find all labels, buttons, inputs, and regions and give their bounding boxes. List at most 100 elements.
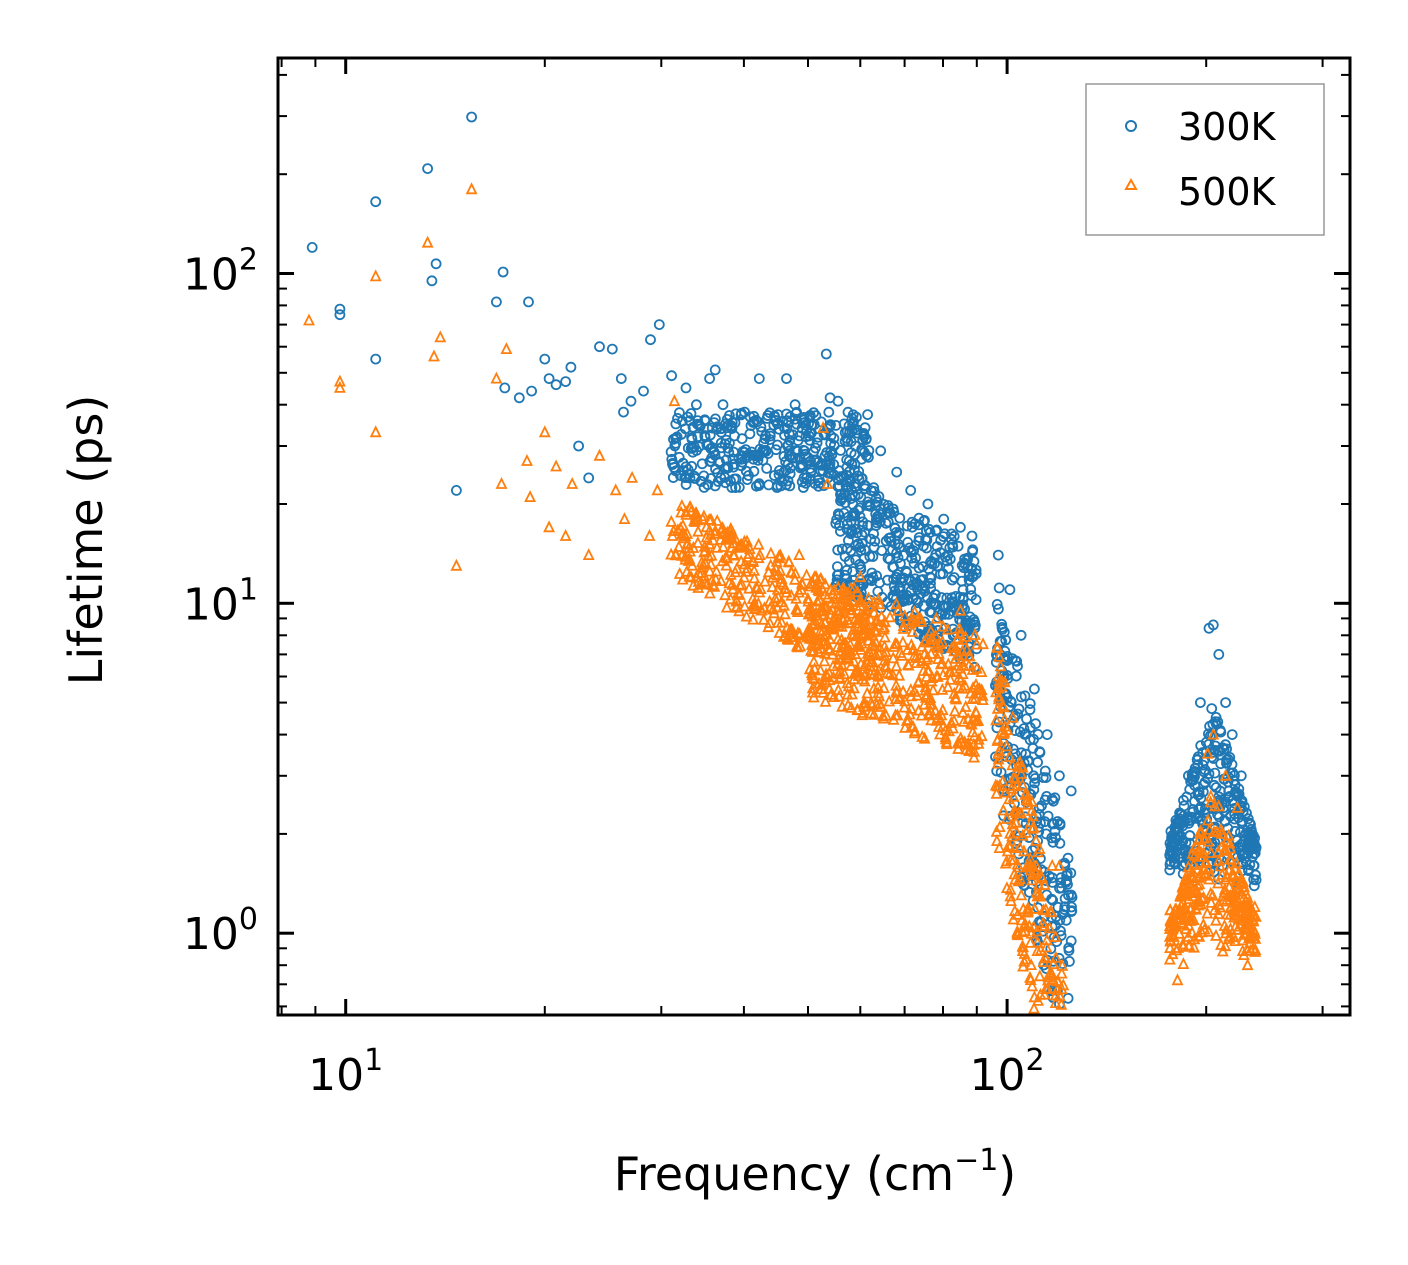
series-500K-point-267 bbox=[785, 565, 798, 577]
series-500K-point-718 bbox=[956, 705, 969, 718]
series-500K-point-1360 bbox=[854, 570, 867, 583]
series-500K-point-779 bbox=[909, 614, 922, 627]
series-500K-point-645 bbox=[908, 726, 921, 739]
series-300K-point-1139 bbox=[1178, 794, 1189, 806]
series-300K-point-205 bbox=[736, 433, 748, 445]
series-300K-point-345 bbox=[847, 418, 858, 430]
series-500K-point-963 bbox=[1013, 840, 1026, 853]
series-500K-point-1291 bbox=[1183, 938, 1196, 951]
series-500K-point-531 bbox=[823, 681, 836, 694]
series-500K-point-991 bbox=[1020, 825, 1033, 838]
series-500K-point-902 bbox=[1017, 844, 1030, 857]
series-300K-point-322 bbox=[803, 418, 814, 429]
series-300K-point-165 bbox=[798, 444, 809, 456]
series-500K-point-985 bbox=[1007, 912, 1020, 925]
series-500K-point-214 bbox=[715, 574, 727, 586]
series-500K-point-728 bbox=[874, 696, 886, 709]
series-300K-point-225 bbox=[693, 419, 705, 431]
series-500K-point-742 bbox=[867, 595, 880, 608]
series-500K-point-611 bbox=[897, 684, 910, 697]
series-300K-point-368 bbox=[772, 439, 783, 451]
series-300K-point-718 bbox=[845, 528, 857, 540]
series-300K-point-1439 bbox=[1029, 683, 1040, 695]
series-500K-point-1353 bbox=[771, 582, 784, 595]
series-500K-point-335 bbox=[735, 577, 748, 590]
series-500K-point-1260 bbox=[1247, 912, 1260, 925]
series-500K-point-202 bbox=[793, 627, 806, 640]
series-500K-point-1289 bbox=[1215, 822, 1227, 835]
series-500K-point-321 bbox=[672, 539, 685, 552]
series-500K-point-481 bbox=[814, 571, 827, 584]
series-300K-point-868 bbox=[1064, 956, 1075, 967]
tick-labels: 101 102 100 101 102 bbox=[183, 243, 1045, 1102]
series-300K-point-790 bbox=[854, 511, 866, 522]
series-300K-point-673 bbox=[841, 564, 853, 576]
series-500K-point-1171 bbox=[1200, 854, 1212, 867]
series-500K-point-1255 bbox=[1239, 922, 1251, 935]
series-500K-point-1326 bbox=[428, 349, 440, 362]
series-300K-point-1128 bbox=[1195, 740, 1207, 751]
series-500K-point-37 bbox=[788, 572, 801, 585]
series-500K-point-1292 bbox=[1218, 842, 1231, 855]
series-500K-point-1385 bbox=[1241, 958, 1254, 971]
series-300K-point-965 bbox=[1056, 882, 1067, 894]
series-500K-point-1306 bbox=[1223, 852, 1236, 864]
series-500K-point-350 bbox=[675, 505, 688, 518]
series-500K-point-1311 bbox=[1189, 901, 1202, 914]
series-500K-point-1213 bbox=[1218, 885, 1231, 898]
series-500K-point-301 bbox=[688, 513, 701, 526]
series-300K-point-1421 bbox=[789, 399, 801, 411]
series-300K-point-1447 bbox=[1207, 619, 1219, 631]
series-300K-point-1350 bbox=[1229, 803, 1240, 814]
series-500K-point-678 bbox=[959, 629, 972, 642]
series-300K-point-1407 bbox=[625, 395, 637, 407]
series-500K-point-918 bbox=[1026, 867, 1039, 880]
series-300K-point-310 bbox=[860, 434, 872, 446]
series-500K-point-183 bbox=[724, 567, 737, 580]
series-300K-point-1371 bbox=[1243, 865, 1254, 877]
series-500K-point-224 bbox=[748, 571, 761, 584]
series-500K-point-113 bbox=[774, 575, 787, 588]
series-300K-point-1412 bbox=[680, 382, 692, 394]
series-500K-point-1079 bbox=[1202, 924, 1215, 937]
series-500K-point-349 bbox=[738, 557, 751, 570]
series-500K-point-755 bbox=[846, 687, 858, 700]
series-500K-point-630 bbox=[929, 628, 942, 641]
series-500K-point-421 bbox=[947, 639, 960, 652]
series-300K-point-754 bbox=[885, 532, 897, 543]
series-500K-point-674 bbox=[845, 581, 858, 594]
series-300K-point-214 bbox=[825, 445, 837, 457]
series-500K-point-41 bbox=[714, 532, 727, 545]
series-500K-point-777 bbox=[961, 737, 974, 750]
series-500K-point-211 bbox=[692, 580, 705, 593]
series-300K-point-1406 bbox=[618, 406, 629, 418]
series-300K-point-1393 bbox=[513, 392, 525, 404]
series-300K-point-1053 bbox=[1047, 836, 1059, 848]
series-300K-point-1203 bbox=[1220, 739, 1231, 751]
series-500K-point-939 bbox=[1012, 806, 1025, 819]
series-300K-point-1449 bbox=[1220, 697, 1231, 708]
series-500K-point-1358 bbox=[821, 476, 834, 489]
series-500K-point-530 bbox=[949, 651, 962, 664]
series-500K-point-1351 bbox=[723, 528, 736, 541]
series-500K-point-1332 bbox=[500, 342, 513, 355]
series-500K-point-258 bbox=[773, 625, 786, 638]
series-500K-point-31 bbox=[703, 523, 716, 536]
series-500K-point-626 bbox=[905, 689, 918, 702]
series-500K-point-681 bbox=[899, 720, 911, 733]
series-300K-point-1441 bbox=[1054, 770, 1065, 782]
series-300K-point-343 bbox=[858, 427, 870, 439]
series-300K-point-713 bbox=[832, 544, 844, 556]
series-500K-point-411 bbox=[827, 659, 840, 672]
series-300K-point-624 bbox=[836, 488, 847, 500]
series-300K-point-716 bbox=[931, 541, 943, 552]
series-500K-point-246 bbox=[730, 561, 743, 574]
series-300K-point-1416 bbox=[717, 399, 729, 411]
series-300K-point-1383 bbox=[370, 196, 382, 208]
series-300K-point-354 bbox=[720, 418, 731, 430]
series-300K-point-224 bbox=[720, 477, 731, 489]
series-500K-point-342 bbox=[724, 592, 737, 605]
series-500K-point-1015 bbox=[1031, 889, 1044, 902]
series-300K-point-852 bbox=[1065, 935, 1077, 947]
series-500K-point-851 bbox=[994, 659, 1007, 672]
